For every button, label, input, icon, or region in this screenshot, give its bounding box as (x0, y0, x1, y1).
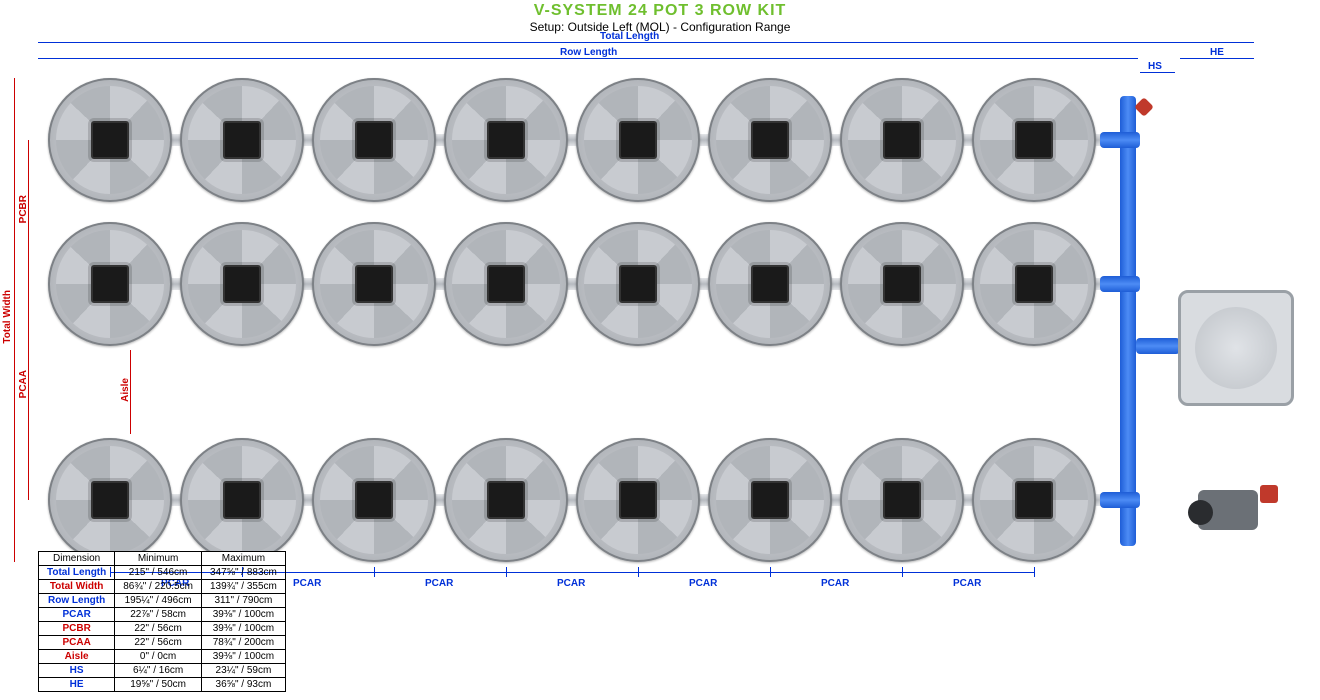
label-pcar: PCAR (293, 578, 321, 589)
table-cell: PCAR (39, 608, 115, 622)
table-cell: 39⅜" / 100cm (201, 622, 285, 636)
pot (972, 78, 1096, 202)
table-cell: 78¾" / 200cm (201, 636, 285, 650)
pipe-tee (1100, 132, 1140, 148)
table-cell: 22" / 56cm (115, 636, 202, 650)
pump-cap (1260, 485, 1278, 503)
table-cell: 6¼" / 16cm (115, 664, 202, 678)
pipe-tee (1100, 276, 1140, 292)
label-total-length: Total Length (600, 31, 659, 42)
label-pcar: PCAR (557, 578, 585, 589)
table-cell: 311" / 790cm (201, 594, 285, 608)
dim-total-length (38, 42, 1254, 43)
table-cell: 36⅝" / 93cm (201, 678, 285, 692)
pot (576, 78, 700, 202)
pot (48, 438, 172, 562)
label-row-length: Row Length (560, 47, 617, 58)
pot (48, 78, 172, 202)
label-hs: HS (1148, 61, 1162, 72)
table-cell: 195¼" / 496cm (115, 594, 202, 608)
diagram-page: V-SYSTEM 24 POT 3 ROW KIT Setup: Outside… (0, 0, 1320, 700)
valve-icon (1134, 97, 1154, 117)
label-pcar: PCAR (689, 578, 717, 589)
pump-assembly (1188, 470, 1278, 550)
pot (840, 438, 964, 562)
pot (708, 78, 832, 202)
pot (576, 438, 700, 562)
pot (180, 438, 304, 562)
pot (312, 222, 436, 346)
pot-row (48, 438, 1096, 562)
table-cell: 39⅜" / 100cm (201, 650, 285, 664)
table-cell: 139¾" / 355cm (201, 580, 285, 594)
label-pcar: PCAR (821, 578, 849, 589)
table-row: Total Width86¾" / 220.5cm139¾" / 355cm (39, 580, 286, 594)
page-subtitle: Setup: Outside Left (MOL) - Configuratio… (0, 20, 1320, 34)
pipe-to-tank (1136, 338, 1180, 354)
pipe-tee (1100, 492, 1140, 508)
pot (312, 78, 436, 202)
pot (180, 222, 304, 346)
pump-motor (1188, 500, 1213, 525)
dim-total-width (14, 78, 15, 562)
pot (708, 438, 832, 562)
table-cell: Aisle (39, 650, 115, 664)
pot-row (48, 78, 1096, 202)
table-cell: Row Length (39, 594, 115, 608)
table-cell: 19⅝" / 50cm (115, 678, 202, 692)
pot (840, 222, 964, 346)
table-row: Total Length215" / 546cm347⅝" / 883cm (39, 566, 286, 580)
table-cell: Total Length (39, 566, 115, 580)
table-cell: 347⅝" / 883cm (201, 566, 285, 580)
label-total-width: Total Width (2, 290, 13, 344)
table-header: Maximum (201, 552, 285, 566)
main-pipe (1120, 96, 1136, 546)
table-row: PCAR22⅞" / 58cm39⅜" / 100cm (39, 608, 286, 622)
table-cell: PCAA (39, 636, 115, 650)
label-pcaa: PCAA (18, 370, 29, 398)
pot (312, 438, 436, 562)
table-cell: 22⅞" / 58cm (115, 608, 202, 622)
dimension-table: DimensionMinimumMaximum Total Length215"… (38, 551, 286, 692)
pot (972, 438, 1096, 562)
table-cell: 0" / 0cm (115, 650, 202, 664)
table-cell: HS (39, 664, 115, 678)
table-row: HE19⅝" / 50cm36⅝" / 93cm (39, 678, 286, 692)
table-header: Dimension (39, 552, 115, 566)
label-aisle: Aisle (120, 378, 131, 402)
table-cell: Total Width (39, 580, 115, 594)
pot (972, 222, 1096, 346)
pot (444, 438, 568, 562)
pot (444, 222, 568, 346)
dim-row-length (38, 58, 1138, 59)
pot (576, 222, 700, 346)
table-header: Minimum (115, 552, 202, 566)
table-cell: 86¾" / 220.5cm (115, 580, 202, 594)
pot-row (48, 222, 1096, 346)
table-row: PCBR22" / 56cm39⅜" / 100cm (39, 622, 286, 636)
label-he: HE (1210, 47, 1224, 58)
page-title: V-SYSTEM 24 POT 3 ROW KIT (0, 2, 1320, 20)
pot (708, 222, 832, 346)
table-row: Aisle0" / 0cm39⅜" / 100cm (39, 650, 286, 664)
label-pcar: PCAR (953, 578, 981, 589)
table-cell: 22" / 56cm (115, 622, 202, 636)
dim-he (1180, 58, 1254, 59)
table-row: Row Length195¼" / 496cm311" / 790cm (39, 594, 286, 608)
table-row: HS6¼" / 16cm23¼" / 59cm (39, 664, 286, 678)
table-cell: 215" / 546cm (115, 566, 202, 580)
pot (180, 78, 304, 202)
pot (48, 222, 172, 346)
table-cell: PCBR (39, 622, 115, 636)
table-row: PCAA22" / 56cm78¾" / 200cm (39, 636, 286, 650)
brain-tank (1178, 290, 1294, 406)
pot (444, 78, 568, 202)
label-pcbr: PCBR (18, 195, 29, 223)
table-cell: HE (39, 678, 115, 692)
pot (840, 78, 964, 202)
table-cell: 23¼" / 59cm (201, 664, 285, 678)
label-pcar: PCAR (425, 578, 453, 589)
dim-hs (1140, 72, 1175, 73)
table-cell: 39⅜" / 100cm (201, 608, 285, 622)
